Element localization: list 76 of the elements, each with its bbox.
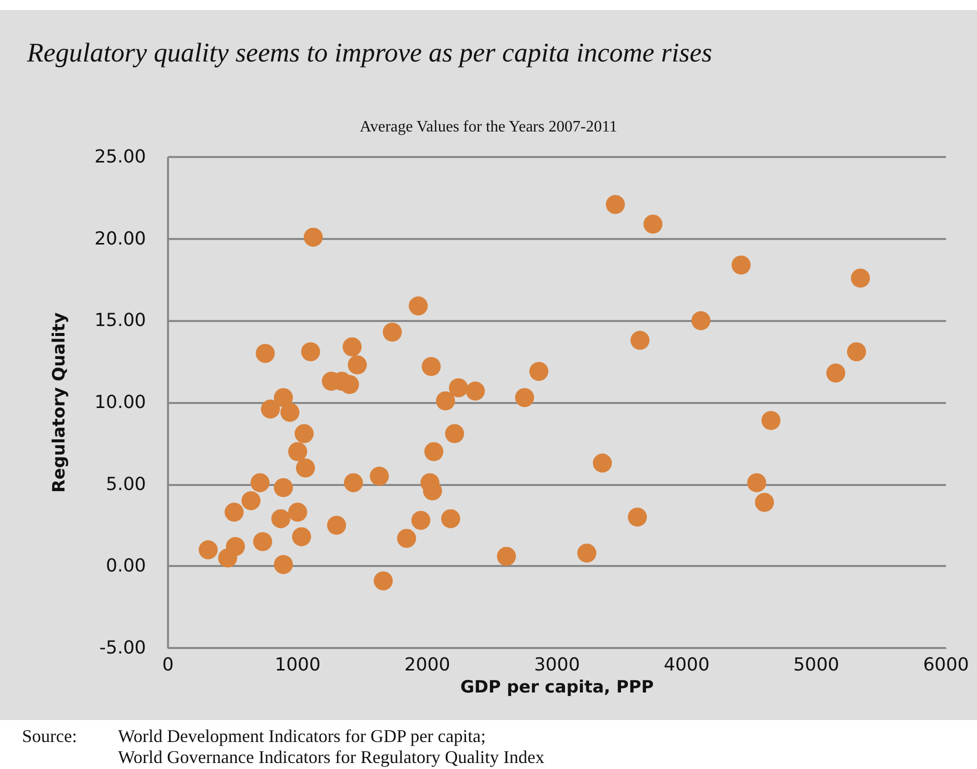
y-tick-label: 10.00 bbox=[94, 392, 146, 413]
point bbox=[441, 509, 460, 528]
point bbox=[242, 491, 260, 510]
point bbox=[253, 532, 272, 552]
x-axis-title: GDP per capita, PPP bbox=[460, 677, 654, 698]
x-tick-label: 2000 bbox=[404, 654, 450, 676]
point bbox=[761, 411, 780, 430]
y-tick-label: 5.00 bbox=[106, 474, 146, 495]
x-tick-label: 5000 bbox=[793, 654, 840, 676]
text: World Governance Indicators for Regulatory Quality Index bbox=[118, 747, 544, 767]
point bbox=[747, 473, 766, 492]
point bbox=[606, 194, 625, 214]
point bbox=[732, 256, 751, 275]
point bbox=[754, 492, 774, 512]
point bbox=[348, 355, 367, 374]
source-note: Source: bbox=[22, 726, 77, 746]
x-tick-label: 1000 bbox=[274, 654, 321, 676]
point bbox=[847, 342, 866, 362]
point bbox=[496, 546, 516, 566]
point bbox=[448, 378, 468, 398]
point bbox=[274, 478, 293, 498]
y-tick-label: 20.00 bbox=[94, 228, 146, 250]
chart-title: Regulatory quality seems to improve as per capita income rises bbox=[26, 38, 712, 68]
point bbox=[397, 528, 416, 548]
x-tick-label: 4000 bbox=[664, 654, 710, 676]
chart-subtitle: Average Values for the Years 2007-2011 bbox=[360, 118, 618, 136]
point bbox=[445, 424, 464, 444]
x-tick-label: 6000 bbox=[923, 654, 969, 676]
point bbox=[436, 391, 455, 410]
point bbox=[256, 344, 275, 363]
x-tick-label: 3000 bbox=[534, 654, 580, 676]
point bbox=[280, 402, 300, 422]
point bbox=[826, 364, 846, 383]
point bbox=[294, 424, 314, 444]
y-tick-label: 25.00 bbox=[94, 146, 146, 168]
point bbox=[344, 473, 363, 492]
point bbox=[288, 502, 308, 522]
point bbox=[292, 527, 312, 546]
point bbox=[288, 442, 308, 462]
point bbox=[382, 322, 402, 342]
point bbox=[592, 454, 612, 473]
point bbox=[226, 537, 245, 556]
point bbox=[630, 330, 650, 350]
point bbox=[411, 510, 430, 530]
point bbox=[850, 268, 870, 288]
point bbox=[466, 382, 485, 401]
point bbox=[374, 571, 393, 590]
x-tick-label: 0 bbox=[162, 654, 174, 676]
point bbox=[628, 508, 647, 527]
point bbox=[691, 311, 710, 330]
point bbox=[515, 388, 534, 408]
point bbox=[577, 544, 596, 563]
point bbox=[224, 502, 244, 522]
text: World Development Indicators for GDP per capita; bbox=[118, 726, 486, 746]
point bbox=[327, 516, 346, 535]
y-axis-title: Regulatory Quality bbox=[50, 312, 70, 493]
point bbox=[370, 466, 389, 486]
point bbox=[250, 473, 270, 492]
point bbox=[342, 337, 362, 356]
point bbox=[422, 357, 441, 376]
point bbox=[260, 400, 280, 419]
y-tick-label: 0.00 bbox=[106, 556, 146, 577]
point bbox=[301, 342, 320, 362]
y-tick-label: 15.00 bbox=[94, 310, 146, 332]
point bbox=[198, 540, 218, 560]
point bbox=[340, 375, 360, 394]
point bbox=[296, 458, 315, 478]
point bbox=[408, 296, 428, 316]
point bbox=[274, 388, 293, 408]
point bbox=[424, 442, 444, 462]
point bbox=[529, 362, 548, 381]
point bbox=[304, 228, 323, 247]
y-tick-label: -5.00 bbox=[99, 638, 146, 658]
point bbox=[643, 214, 662, 234]
point bbox=[271, 509, 290, 528]
point bbox=[274, 555, 293, 574]
